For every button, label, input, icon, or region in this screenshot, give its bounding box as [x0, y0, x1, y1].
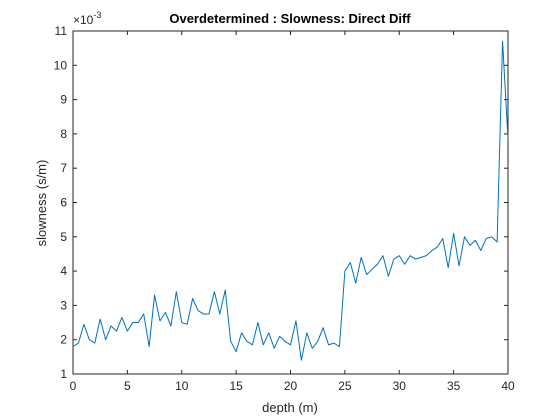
y-axis-ticks: 1 2 3 4 5 6 7 8 9 10 11: [54, 24, 508, 381]
y-tick-label: 5: [60, 230, 67, 244]
y-tick-label: 1: [60, 367, 67, 381]
x-tick-label: 15: [229, 379, 243, 393]
x-tick-label: 5: [124, 379, 131, 393]
chart-title: Overdetermined : Slowness: Direct Diff: [169, 11, 411, 26]
y-tick-label: 2: [60, 333, 67, 347]
y-axis-label: slowness (s/m): [34, 160, 49, 247]
y-axis-exponent-power: -3: [93, 10, 101, 20]
x-tick-label: 20: [284, 379, 298, 393]
y-tick-label: 4: [60, 264, 67, 278]
series-line-0: [72, 40, 509, 361]
y-tick-label: 7: [60, 161, 67, 175]
x-tick-label: 30: [393, 379, 407, 393]
y-axis-exponent: ×10-3: [73, 10, 101, 27]
y-tick-label: 6: [60, 196, 67, 210]
x-axis-label: depth (m): [262, 400, 318, 415]
x-tick-label: 0: [70, 379, 77, 393]
y-axis-exponent-base: ×10: [73, 13, 94, 27]
x-tick-label: 35: [447, 379, 461, 393]
x-tick-label: 40: [501, 379, 515, 393]
y-tick-label: 9: [60, 93, 67, 107]
plot-area: [72, 30, 509, 375]
x-tick-label: 25: [338, 379, 352, 393]
y-tick-label: 3: [60, 298, 67, 312]
x-axis-ticks: 0 5 10 15 20 25 30 35 40: [70, 31, 515, 393]
y-tick-label: 8: [60, 127, 67, 141]
y-tick-label: 10: [54, 58, 68, 72]
x-tick-label: 10: [175, 379, 189, 393]
axes-box: [72, 30, 509, 375]
y-tick-label: 11: [55, 24, 68, 38]
series-layer: [72, 40, 509, 361]
